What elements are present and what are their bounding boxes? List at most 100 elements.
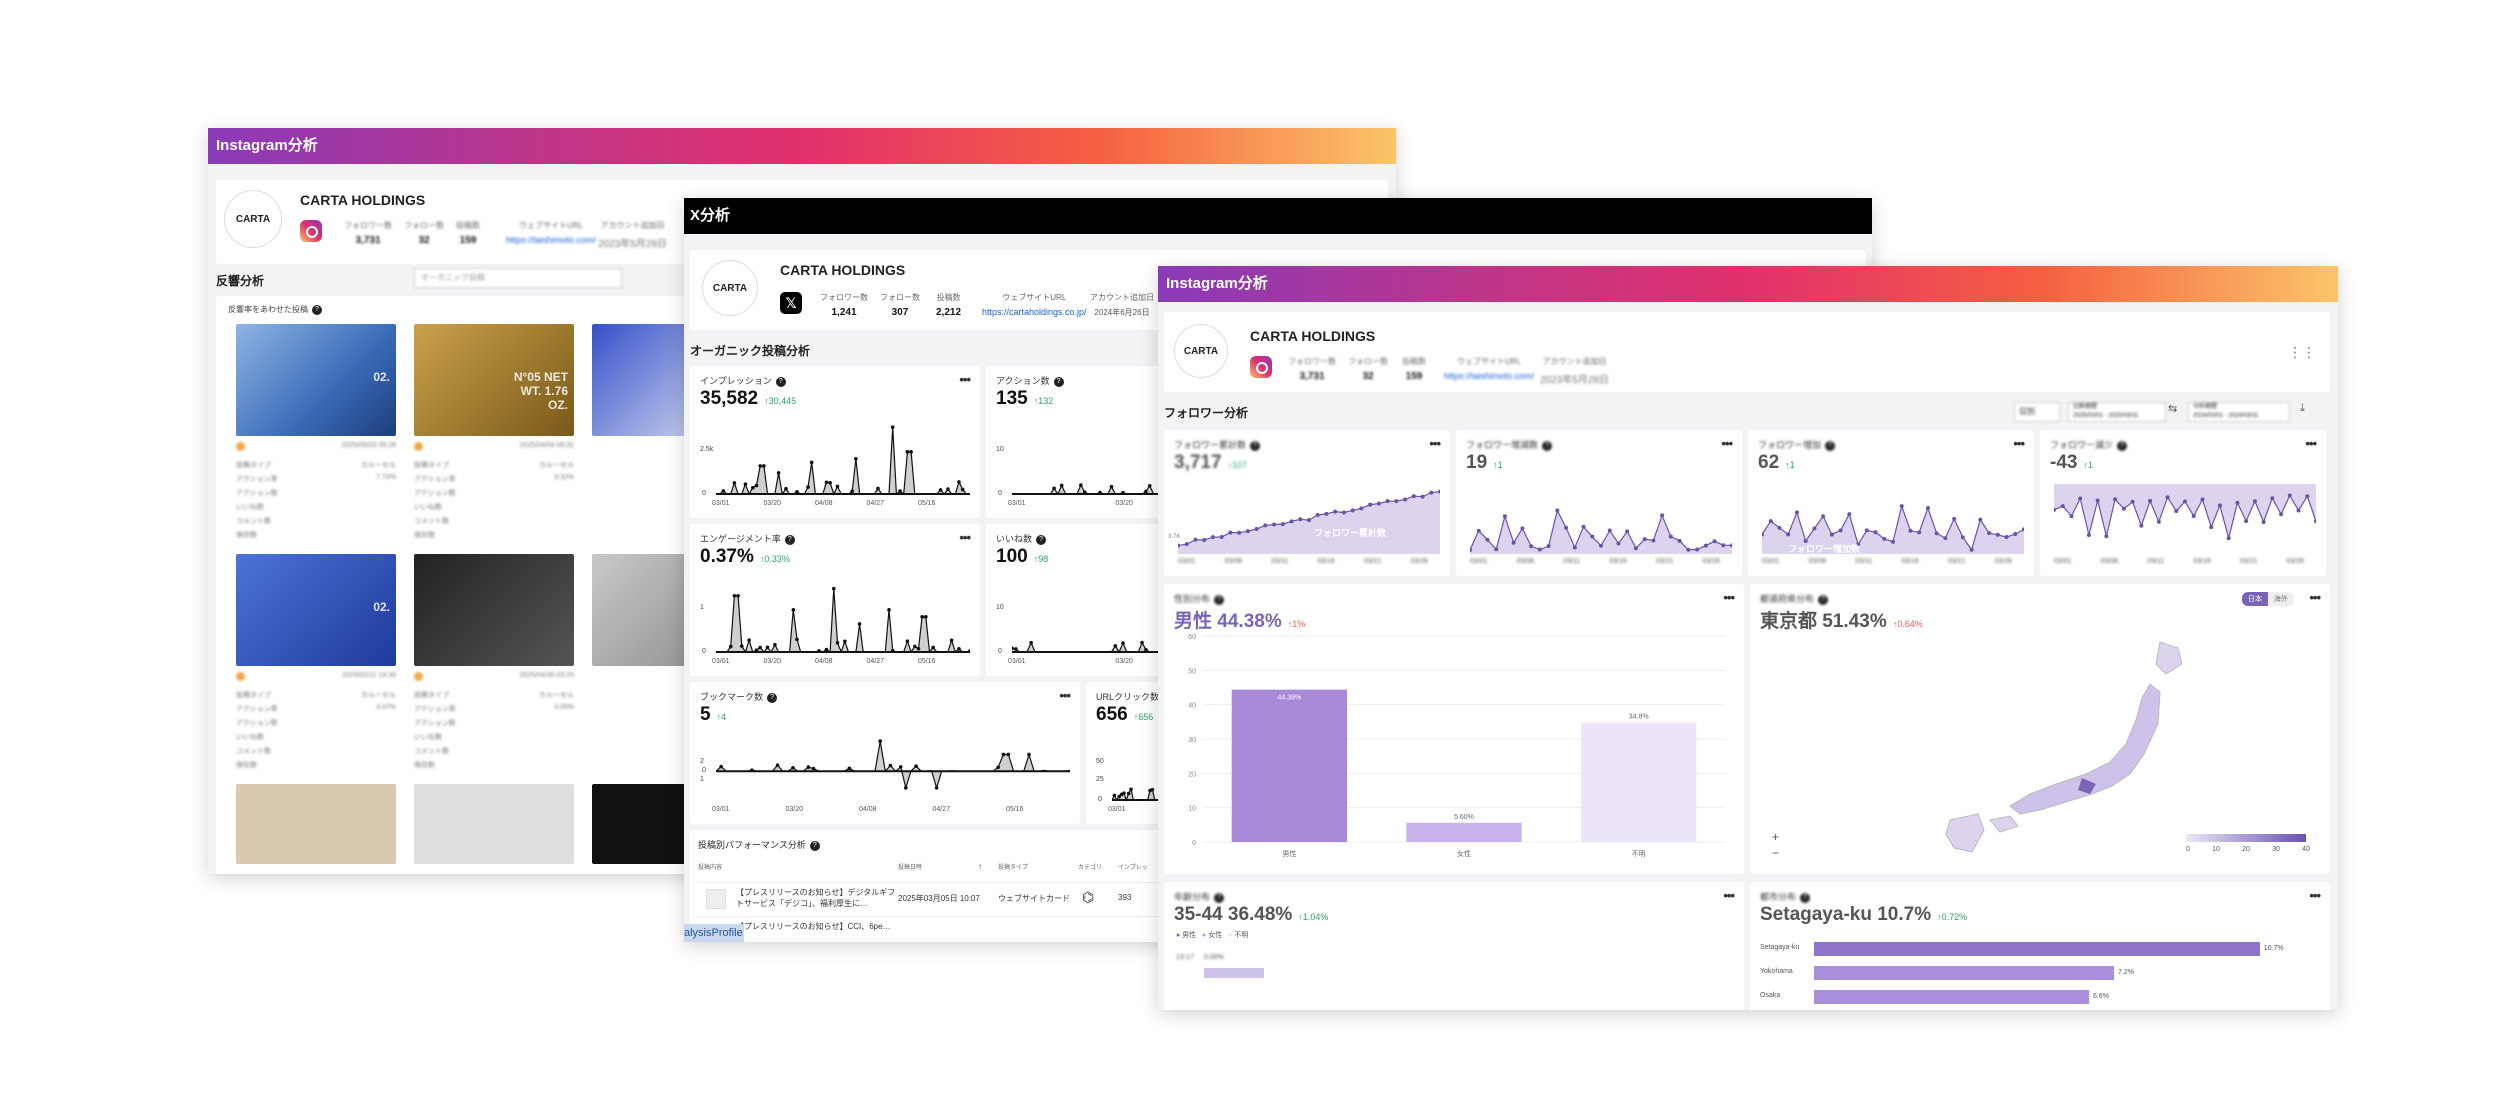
line-chart	[1470, 508, 1732, 554]
col-content[interactable]: 投稿内容	[698, 865, 723, 871]
more-menu-icon[interactable]: •••	[959, 372, 971, 387]
stat-value: 4.07%	[376, 704, 396, 711]
post-thumbnail[interactable]	[414, 784, 574, 864]
data-point	[1891, 539, 1895, 544]
more-menu-icon[interactable]: •••	[2309, 888, 2321, 903]
tab-analysis-profile[interactable]: alysisProfile	[684, 924, 744, 942]
data-point	[1812, 526, 1817, 531]
data-point	[1385, 499, 1390, 504]
metric-delta: ↑4	[716, 712, 727, 722]
col-type[interactable]: 投稿タイプ	[998, 865, 1029, 871]
zoom-out-button[interactable]: −	[1772, 846, 1780, 860]
col-impressions[interactable]: インプレッ	[1118, 865, 1148, 871]
post-thumbnail[interactable]	[236, 784, 396, 864]
metric-label: アクション数?	[996, 374, 1064, 387]
data-point	[912, 644, 917, 649]
data-point	[828, 481, 832, 485]
region-toggle[interactable]: 日本 海外	[2242, 592, 2294, 606]
data-point	[1394, 499, 1399, 504]
data-point	[2121, 506, 2126, 511]
data-point	[1184, 542, 1189, 547]
more-menu-icon[interactable]: •••	[2013, 436, 2025, 451]
data-point	[1029, 640, 1033, 645]
chart-overlay-label: フォロワー増加数	[1788, 544, 1861, 554]
post-stat-row: いいね数	[414, 502, 574, 512]
sort-icon[interactable]: ↑	[978, 862, 982, 871]
data-point	[1590, 534, 1595, 539]
post-thumbnail[interactable]: N°05 NET WT. 1.76 OZ.	[414, 324, 574, 436]
col-category[interactable]: カテゴリ	[1078, 865, 1103, 871]
data-point	[743, 482, 748, 486]
data-point	[1359, 506, 1364, 511]
more-menu-icon[interactable]: •••	[1723, 888, 1735, 903]
table-row[interactable]: 【プレスリリースのお知らせ】デジタルギフトサービス「デジコ」、福利厚生に… 20…	[698, 882, 1198, 913]
more-menu-icon[interactable]: •••	[1723, 590, 1735, 605]
y-tick-label: 30	[1188, 737, 1196, 744]
data-point	[920, 615, 924, 619]
website-stat[interactable]: ウェブサイトURL https://cartaholdings.co.jp/	[982, 293, 1087, 317]
zoom-in-button[interactable]: +	[1772, 830, 1780, 844]
data-point	[2287, 493, 2292, 498]
data-point	[1494, 547, 1499, 552]
data-point	[1599, 543, 1603, 548]
data-point	[1995, 532, 2000, 537]
line-chart	[1178, 489, 1440, 554]
download-icon[interactable]: ⤓	[2300, 402, 2305, 414]
help-icon: ?	[784, 534, 795, 545]
toggle-overseas[interactable]: 海外	[2268, 592, 2294, 606]
data-point	[765, 645, 770, 650]
post-thumbnail[interactable]	[414, 554, 574, 666]
line-chart	[716, 425, 970, 496]
analysis-range-picker[interactable]: 分析期間 2024/03/01 - 2024/03/31	[2188, 402, 2290, 422]
x-tick-label: 03/21	[1947, 558, 1966, 565]
swap-icon[interactable]: ⇆	[2168, 403, 2178, 415]
following-stat: フォロー数 32	[404, 221, 444, 246]
followers-stat: フォロワー数 3,731	[344, 221, 392, 246]
stat-value: 7.70%	[376, 474, 396, 481]
compare-range-picker[interactable]: 比較期間 2025/03/01 - 2025/03/31	[2068, 402, 2166, 422]
metric-value: 656 ↑656	[1096, 704, 1154, 725]
data-point	[1350, 508, 1355, 513]
data-point	[924, 615, 928, 619]
more-menu-icon[interactable]: •••	[1059, 688, 1071, 703]
post-thumbnail[interactable]: 02.	[236, 554, 396, 666]
post-thumbnail[interactable]: 02.	[236, 324, 396, 436]
data-point	[795, 637, 799, 642]
post-stat-row: 投稿タイプ カルーセル	[414, 690, 574, 700]
post-date: 2025/05/03 09:28	[341, 442, 397, 449]
metric-value: 3,717 ↑107	[1174, 452, 1248, 473]
stat-value: カルーセル	[361, 462, 396, 469]
grid-menu-icon[interactable]: ⋮⋮	[2288, 344, 2316, 360]
data-point	[739, 644, 744, 648]
website-stat[interactable]: ウェブサイトURL https://taishimoto.com/	[1444, 357, 1535, 381]
data-point	[2060, 504, 2065, 509]
metric-delta: ↑1	[2083, 460, 2093, 470]
data-point	[1333, 509, 1338, 514]
more-menu-icon[interactable]: •••	[959, 530, 971, 545]
x-tick-label: 03/06	[1224, 558, 1243, 565]
more-menu-icon[interactable]: •••	[2305, 436, 2317, 451]
post-stat-row: アクション数	[414, 718, 574, 728]
period-select[interactable]: 日別	[2014, 402, 2060, 422]
table-row[interactable]: 【プレスリリースのお知らせ】CCI、6pe…	[698, 916, 1198, 937]
city-name: Yokohama	[1760, 968, 1793, 975]
age-row-value: 0.00%	[1204, 954, 1224, 961]
post-filter-select[interactable]: オーガニック投稿	[414, 268, 622, 288]
col-date[interactable]: 投稿日時	[898, 865, 923, 871]
city-name: Osaka	[1760, 992, 1781, 999]
stat-label: 保存数	[236, 532, 257, 539]
website-stat[interactable]: ウェブサイトURL https://taishimoto.com/	[506, 221, 597, 245]
data-point	[1210, 535, 1215, 540]
data-point	[2113, 497, 2118, 502]
section-title: 反響分析	[216, 274, 265, 288]
data-point	[1616, 541, 1621, 546]
stat-label: 投稿タイプ	[236, 462, 271, 469]
stat-value: カルーセル	[539, 462, 574, 469]
stat-label: アクション数	[414, 490, 456, 497]
more-menu-icon[interactable]: •••	[2309, 590, 2321, 605]
metric-delta: ↑0.33%	[759, 554, 790, 564]
bar	[1231, 689, 1347, 842]
more-menu-icon[interactable]: •••	[1429, 436, 1441, 451]
more-menu-icon[interactable]: •••	[1721, 436, 1733, 451]
toggle-japan[interactable]: 日本	[2242, 592, 2268, 606]
